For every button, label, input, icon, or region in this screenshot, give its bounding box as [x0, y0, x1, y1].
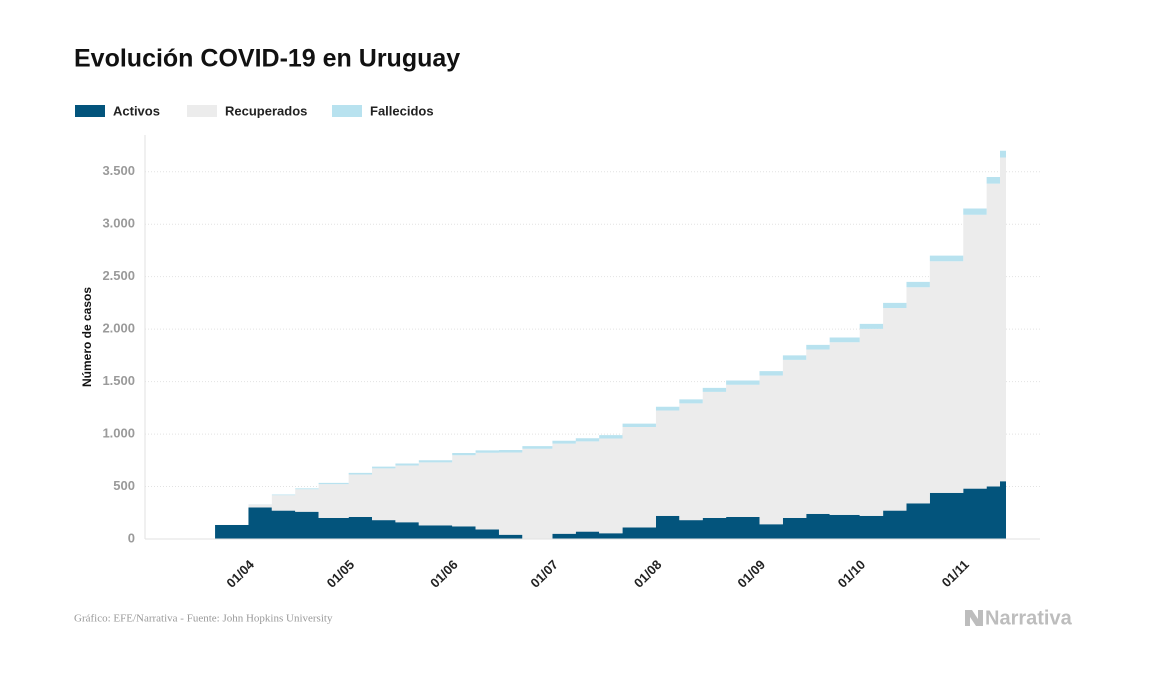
chart-title: Evolución COVID-19 en Uruguay — [74, 45, 460, 73]
area — [185, 481, 1006, 539]
x-tick-label: 01/05 — [324, 557, 358, 591]
legend-swatch — [75, 105, 105, 117]
y-tick-label: 500 — [113, 478, 135, 493]
brand-name: Narrativa — [985, 607, 1073, 629]
x-tick-label: 01/11 — [939, 557, 972, 590]
x-tick-label: 01/08 — [631, 557, 665, 591]
area — [185, 157, 1006, 539]
source: Gráfico: EFE/Narrativa - Fuente: John Ho… — [74, 613, 333, 625]
y-axis-title: Número de casos — [80, 287, 94, 387]
x-tick-label: 01/09 — [734, 557, 768, 591]
y-tick-label: 0 — [128, 530, 135, 545]
logo-icon — [965, 610, 983, 626]
legend-label: Fallecidos — [370, 103, 434, 118]
y-tick-label: 1.000 — [102, 426, 135, 441]
x-tick-label: 01/04 — [223, 556, 257, 590]
y-tick-label: 3.000 — [102, 216, 135, 231]
legend-swatch — [332, 105, 362, 117]
legend-label: Recuperados — [225, 103, 307, 118]
y-tick-label: 2.500 — [102, 268, 135, 283]
x-tick-label: 01/07 — [527, 557, 561, 591]
brand-logo: Narrativa — [965, 607, 1073, 629]
legend-swatch — [187, 105, 217, 117]
y-tick-label: 3.500 — [102, 163, 135, 178]
legend-label: Activos — [113, 103, 160, 118]
x-tick-label: 01/06 — [427, 557, 461, 591]
y-tick-label: 2.000 — [102, 321, 135, 336]
x-tick-label: 01/10 — [835, 557, 869, 591]
y-tick-label: 1.500 — [102, 373, 135, 388]
